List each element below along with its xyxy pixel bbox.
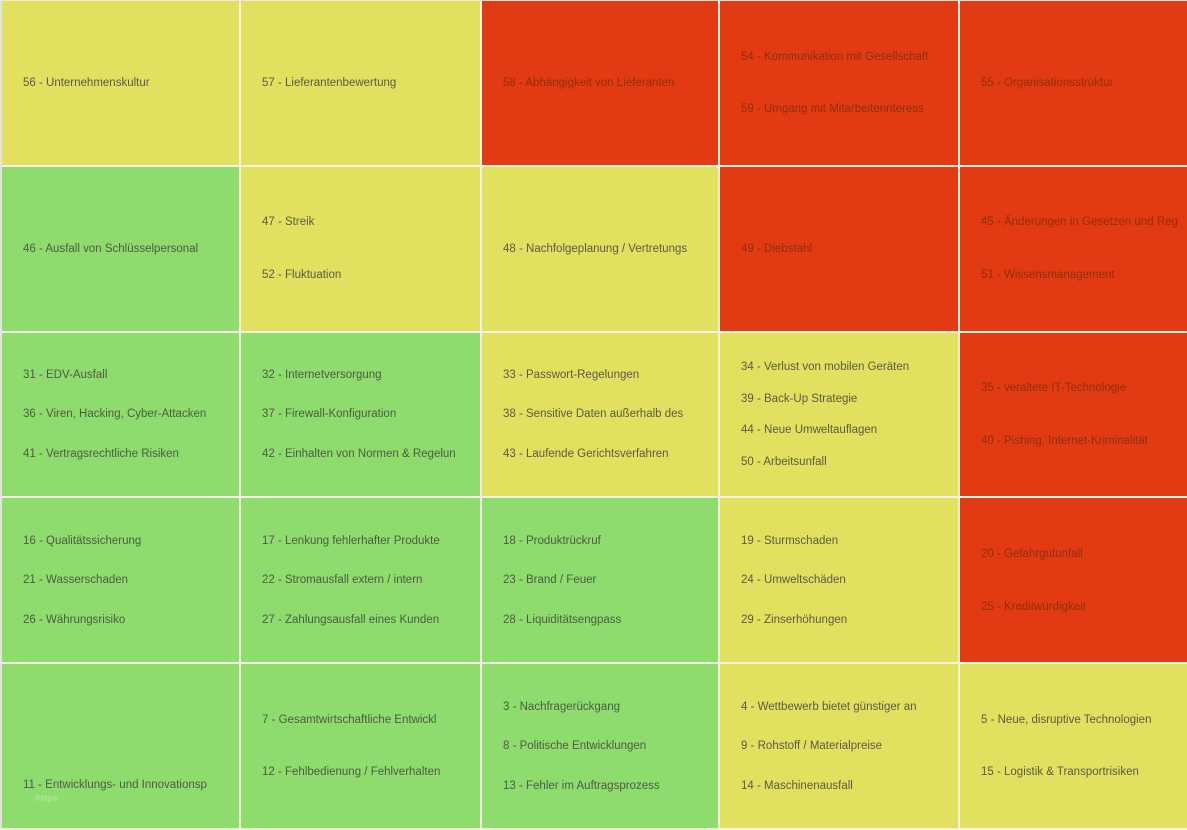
risk-item: 25 - Kreditwürdigkeit: [981, 600, 1086, 613]
risk-item: 57 - Lieferantenbewertung: [262, 76, 397, 89]
risk-item: 56 - Unternehmenskultur: [23, 76, 150, 89]
risk-item: 24 - Umweltschäden: [741, 574, 846, 587]
risk-item: 55 - Organisationsstruktur: [981, 76, 1114, 89]
risk-item: 23 - Brand / Feuer: [503, 574, 597, 587]
risk-item: 20 - Gefahrgutunfall: [981, 547, 1083, 560]
matrix-cell-r2c2[interactable]: 47 - Streik 52 - Fluktuation: [241, 166, 480, 331]
matrix-cell-r5c5[interactable]: 5 - Neue, disruptive Technologien 15 - Lo…: [960, 664, 1187, 828]
matrix-cell-r1c3[interactable]: 58 - Abhängigkeit von Lieferanten: [482, 1, 718, 165]
matrix-cell-r4c3[interactable]: 18 - Produktrückruf 23 - Brand / Feuer 28 …: [482, 498, 718, 663]
risk-item: 31 - EDV-Ausfall: [23, 369, 108, 382]
risk-item: 39 - Back-Up Strategie: [741, 392, 858, 405]
risk-item: 49 - Diebstahl: [741, 242, 812, 255]
matrix-cell-r1c5[interactable]: 55 - Organisationsstruktur: [960, 1, 1187, 165]
matrix-cell-r2c1[interactable]: 46 - Ausfall von Schlüsselpersonal: [2, 166, 239, 331]
risk-item: 54 - Kommunikation mit Gesellschaft: [741, 50, 929, 63]
risk-item: 51 - Wissensmanagement: [981, 268, 1115, 281]
risk-item: 32 - Internetversorgung: [262, 369, 382, 382]
risk-item: 48 - Nachfolgeplanung / Vertretungs: [503, 242, 688, 255]
risk-item: 45 - Änderungen in Gesetzen und Reg: [981, 216, 1178, 229]
risk-item: 47 - Streik: [262, 216, 315, 229]
risk-item: 40 - Pishing, Internet-Kriminalität: [981, 434, 1148, 447]
risk-item: 42 - Einhalten von Normen & Regelun: [262, 447, 456, 460]
risk-item: 28 - Liquiditätsengpass: [503, 613, 622, 626]
matrix-cell-r3c1[interactable]: 31 - EDV-Ausfall 36 - Viren, Hacking, Cyb…: [2, 332, 239, 497]
matrix-cell-r1c1[interactable]: 56 - Unternehmenskultur: [2, 1, 239, 165]
matrix-cell-r4c5[interactable]: 20 - Gefahrgutunfall 25 - Kreditwürdigkei…: [960, 498, 1187, 663]
risk-item: 16 - Qualitätssicherung: [23, 534, 142, 547]
matrix-cell-r1c4[interactable]: 54 - Kommunikation mit Gesellschaft 59 - …: [720, 1, 958, 165]
risk-item: 27 - Zahlungsausfall eines Kunden: [262, 613, 440, 626]
risk-item: 4 - Wettbewerb bietet günstiger an: [741, 700, 917, 713]
risk-item: 17 - Lenkung fehlerhafter Produkte: [262, 534, 440, 547]
risk-item: 38 - Sensitive Daten außerhalb des: [503, 408, 684, 421]
matrix-cell-r2c4[interactable]: 49 - Diebstahl: [720, 166, 958, 331]
risk-item: 21 - Wasserschaden: [23, 574, 129, 587]
matrix-cell-r1c2[interactable]: 57 - Lieferantenbewertung: [241, 1, 480, 165]
matrix-cell-r2c3[interactable]: 48 - Nachfolgeplanung / Vertretungs: [482, 166, 718, 331]
risk-item: 7 - Gesamtwirtschaftliche Entwickl: [262, 713, 437, 726]
watermark-text: https: [36, 793, 59, 803]
risk-item: 43 - Laufende Gerichtsverfahren: [503, 447, 669, 460]
matrix-cell-r4c1[interactable]: 16 - Qualitätssicherung 21 - Wasserschade…: [2, 498, 239, 663]
matrix-cell-r4c2[interactable]: 17 - Lenkung fehlerhafter Produkte 22 - S…: [241, 498, 480, 663]
risk-item: 35 - veraltete IT-Technologie: [981, 382, 1127, 395]
matrix-cell-r2c5[interactable]: 45 - Änderungen in Gesetzen und Reg 51 - …: [960, 166, 1187, 331]
risk-item: 36 - Viren, Hacking, Cyber-Attacken: [23, 408, 207, 421]
risk-item: 50 - Arbeitsunfall: [741, 455, 827, 468]
matrix-cell-r5c1[interactable]: 11 - Entwicklungs- und Innovationsp https: [2, 664, 239, 828]
risk-item: 3 - Nachfragerückgang: [503, 700, 620, 713]
matrix-cell-r5c3[interactable]: 3 - Nachfragerückgang 8 - Politische Entw…: [482, 664, 718, 828]
matrix-cell-r4c4[interactable]: 19 - Sturmschaden 24 - Umweltschäden 29 - …: [720, 498, 958, 663]
risk-item: 58 - Abhängigkeit von Lieferanten: [503, 76, 675, 89]
risk-item: 33 - Passwort-Regelungen: [503, 369, 640, 382]
risk-item: 11 - Entwicklungs- und Innovationsp: [23, 779, 207, 791]
risk-item: 26 - Währungsrisiko: [23, 613, 126, 626]
risk-item: 13 - Fehler im Auftragsprozess: [503, 779, 660, 792]
risk-item: 15 - Logistik & Transportrisiken: [981, 766, 1139, 779]
risk-item: 8 - Politische Entwicklungen: [503, 740, 647, 753]
risk-item: 5 - Neue, disruptive Technologien: [981, 713, 1152, 726]
matrix-cell-r3c5[interactable]: 35 - veraltete IT-Technologie 40 - Pishin…: [960, 332, 1187, 497]
risk-item: 29 - Zinserhöhungen: [741, 613, 848, 626]
matrix-cell-r5c2[interactable]: 7 - Gesamtwirtschaftliche Entwickl 12 - F…: [241, 664, 480, 828]
matrix-cell-r3c4[interactable]: 34 - Verlust von mobilen Geräten 39 - Bac…: [720, 332, 958, 497]
risk-item: 34 - Verlust von mobilen Geräten: [741, 361, 910, 374]
risk-item: 46 - Ausfall von Schlüsselpersonal: [23, 242, 199, 255]
matrix-cell-r5c4[interactable]: 4 - Wettbewerb bietet günstiger an 9 - Ro…: [720, 664, 958, 828]
matrix-cell-r3c3[interactable]: 33 - Passwort-Regelungen 38 - Sensitive D…: [482, 332, 718, 497]
risk-item: 44 - Neue Umweltauflagen: [741, 424, 878, 437]
risk-item: 14 - Maschinenausfall: [741, 779, 853, 792]
risk-item: 37 - Firewall-Konfiguration: [262, 408, 397, 421]
risk-item: 52 - Fluktuation: [262, 268, 342, 281]
risk-item: 18 - Produktrückruf: [503, 534, 601, 547]
matrix-cell-r3c2[interactable]: 32 - Internetversorgung 37 - Firewall-Kon…: [241, 332, 480, 497]
risk-item: 59 - Umgang mit Mitarbeiterinteress: [741, 103, 924, 116]
risk-item: 12 - Fehlbedienung / Fehlverhalten: [262, 766, 441, 779]
risk-item: 41 - Vertragsrechtliche Risiken: [23, 447, 179, 460]
risk-item: 19 - Sturmschaden: [741, 534, 839, 547]
risk-item: 22 - Stromausfall extern / intern: [262, 574, 423, 587]
risk-item: 9 - Rohstoff / Materialpreise: [741, 740, 883, 753]
